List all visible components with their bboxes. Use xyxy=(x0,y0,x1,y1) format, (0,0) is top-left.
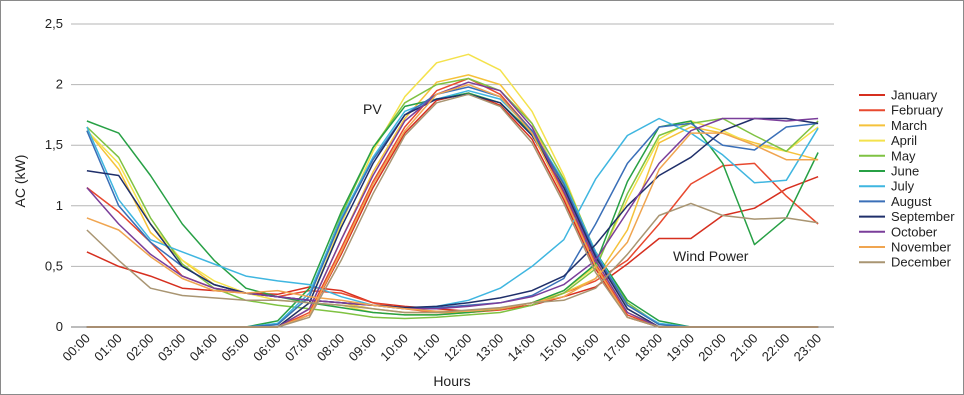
series-line-pv xyxy=(86,86,819,328)
x-tick-label: 19:00 xyxy=(663,331,697,365)
legend-label: May xyxy=(891,148,916,163)
series-line-wind xyxy=(86,132,819,312)
x-tick-label: 04:00 xyxy=(187,331,221,365)
series-line-pv xyxy=(86,93,819,328)
y-axis-title: AC (kW) xyxy=(12,155,28,208)
x-tick-labels: 00:0001:0002:0003:0004:0005:0006:0007:00… xyxy=(59,331,824,365)
x-tick-label: 14:00 xyxy=(504,331,538,365)
x-tick-label: 16:00 xyxy=(568,331,602,365)
series-line-pv xyxy=(86,81,819,328)
series-line-wind xyxy=(86,202,819,314)
series-line-wind xyxy=(86,117,819,310)
y-tick-labels: 0 0,5 1 1,5 2 2,5 xyxy=(45,16,63,334)
series-lines xyxy=(86,53,819,328)
x-tick-label: 21:00 xyxy=(727,331,761,365)
series-line-wind xyxy=(86,120,819,316)
legend-label: September xyxy=(891,209,955,224)
y-tick-label: 0,5 xyxy=(45,258,63,273)
legend-label: October xyxy=(891,224,938,239)
series-line-wind xyxy=(86,117,819,310)
series-line-wind xyxy=(86,175,819,312)
y-tick-label: 1 xyxy=(56,198,63,213)
y-tick-label: 0 xyxy=(56,319,63,334)
x-tick-label: 08:00 xyxy=(314,331,348,365)
legend-label: June xyxy=(891,164,919,179)
x-tick-label: 12:00 xyxy=(441,331,475,365)
x-tick-label: 01:00 xyxy=(91,331,125,365)
legend-label: November xyxy=(891,240,952,255)
x-axis-title: Hours xyxy=(433,373,470,389)
x-tick-label: 17:00 xyxy=(600,331,634,365)
x-tick-label: 13:00 xyxy=(473,331,507,365)
x-tick-label: 18:00 xyxy=(632,331,666,365)
legend-label: February xyxy=(891,103,944,118)
x-tick-label: 05:00 xyxy=(218,331,252,365)
series-line-wind xyxy=(86,122,819,309)
x-tick-label: 00:00 xyxy=(59,331,93,365)
x-tick-label: 22:00 xyxy=(759,331,793,365)
legend-label: January xyxy=(891,88,938,103)
x-tick-label: 20:00 xyxy=(695,331,729,365)
x-tick-label: 09:00 xyxy=(346,331,380,365)
x-tick-label: 15:00 xyxy=(536,331,570,365)
legend-label: March xyxy=(891,118,927,133)
x-tick-label: 06:00 xyxy=(250,331,284,365)
y-tick-label: 1,5 xyxy=(45,137,63,152)
x-tick-label: 02:00 xyxy=(123,331,157,365)
legend-label: July xyxy=(891,179,915,194)
series-line-wind xyxy=(86,117,819,320)
legend-label: December xyxy=(891,255,952,270)
x-tick-label: 11:00 xyxy=(410,331,443,364)
legend-label: April xyxy=(891,133,917,148)
grid-lines xyxy=(71,23,834,328)
x-tick-label: 23:00 xyxy=(791,331,825,365)
x-tick-label: 10:00 xyxy=(377,331,411,365)
legend-label: August xyxy=(891,194,932,209)
legend: JanuaryFebruaryMarchAprilMayJuneJulyAugu… xyxy=(859,88,955,270)
wind-power-annotation: Wind Power xyxy=(673,248,749,264)
y-tick-label: 2,5 xyxy=(45,16,63,31)
pv-annotation: PV xyxy=(363,101,382,117)
series-line-wind xyxy=(86,117,819,309)
x-tick-label: 07:00 xyxy=(282,331,316,365)
x-tick-label: 03:00 xyxy=(155,331,189,365)
y-tick-label: 2 xyxy=(56,77,63,92)
series-line-wind xyxy=(86,120,819,316)
series-line-wind xyxy=(86,162,819,314)
